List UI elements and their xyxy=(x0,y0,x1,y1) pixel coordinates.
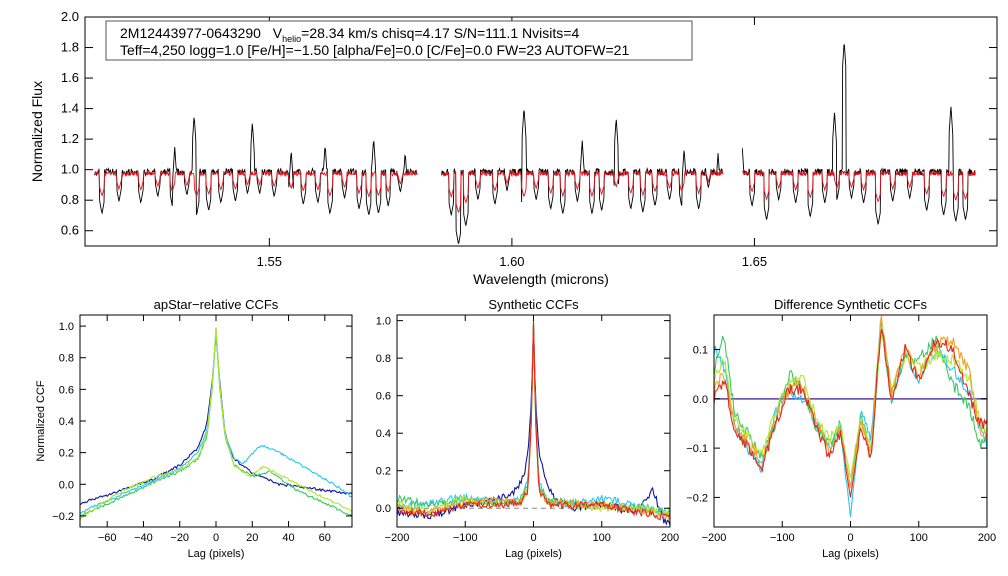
annotation-line1-rest: =28.34 km/s chisq=4.17 S/N=111.1 Nvisits… xyxy=(301,25,579,41)
apstar-ccf-series-visit-1 xyxy=(80,333,352,505)
difference-ccf-xtick-label: 100 xyxy=(910,532,928,544)
synthetic-ccf-xtick-label: −100 xyxy=(453,532,478,544)
apstar-ccf-xtick-label: −60 xyxy=(98,532,117,544)
difference-ccf-ytick-label: −0.1 xyxy=(686,443,708,455)
difference-ccf-xtick-label: −200 xyxy=(702,532,727,544)
annotation-vhelio-sub: helio xyxy=(282,34,301,44)
apstar-ccf-ytick-label: −0.2 xyxy=(52,511,74,523)
spectrum-xtick-label: 1.55 xyxy=(257,254,282,269)
synthetic-ccf-ytick-label: 0.8 xyxy=(376,353,391,365)
apstar-ccf-ytick-label: 0.0 xyxy=(59,479,74,491)
apstar-ccf-xtick-label: 60 xyxy=(319,532,331,544)
spectrum-ytick-label: 1.8 xyxy=(61,40,79,55)
synthetic-ccf-xlabel: Lag (pixels) xyxy=(505,548,562,560)
synthetic-ccf-ytick-label: 0.2 xyxy=(376,466,391,478)
synthetic-ccf-series-visit-3 xyxy=(397,324,670,516)
synthetic-ccf-xtick-label: 200 xyxy=(661,532,679,544)
difference-ccf-series-visit-3 xyxy=(714,328,987,488)
difference-ccf-series-visit-6 xyxy=(714,329,987,498)
apstar-ccf-series-visit-2 xyxy=(80,330,352,515)
synthetic-ccf-ytick-label: 1.0 xyxy=(376,316,391,328)
synthetic-ccf-ytick-label: 0.6 xyxy=(376,391,391,403)
synthetic-ccf-xtick-label: −200 xyxy=(385,532,410,544)
apstar-ccf-xlabel: Lag (pixels) xyxy=(188,548,245,560)
synthetic-ccf-series-visit-5 xyxy=(397,322,670,521)
synthetic-ccf-xtick-label: 100 xyxy=(593,532,611,544)
difference-ccf-series-visit-4 xyxy=(714,326,987,478)
annotation-box xyxy=(105,20,693,61)
spectrum-annotation: 2M12443977-0643290 Vhelio=28.34 km/s chi… xyxy=(105,20,693,61)
annotation-line-1: 2M12443977-0643290 Vhelio=28.34 km/s chi… xyxy=(120,25,579,44)
difference-ccf-series-visit-5 xyxy=(714,315,987,488)
spectrum-xlabel: Wavelength (microns) xyxy=(473,271,609,287)
annotation-vhelio-prefix: V xyxy=(273,25,283,41)
apstar-ccf-xtick-label: −20 xyxy=(170,532,189,544)
difference-ccf-ytick-label: 0.0 xyxy=(693,394,708,406)
annotation-line-2: Teff=4,250 logg=1.0 [Fe/H]=−1.50 [alpha/… xyxy=(120,42,629,58)
spectrum-ylabel: Normalized Flux xyxy=(29,81,45,182)
spectrum-ytick-label: 1.6 xyxy=(61,70,79,85)
spectrum-ytick-label: 1.2 xyxy=(61,131,79,146)
apstar-ccf-ytick-label: 0.2 xyxy=(59,448,74,460)
spectrum-ytick-label: 1.0 xyxy=(61,162,79,177)
apstar-ccf-xtick-label: 0 xyxy=(213,532,219,544)
synthetic-ccf-ytick-label: 0.4 xyxy=(376,428,391,440)
synthetic-ccf-xtick-label: 0 xyxy=(530,532,536,544)
synthetic-ccf-ytick-label: 0.0 xyxy=(376,503,391,515)
difference-ccf-series-visit-2 xyxy=(714,321,987,518)
spectrum-ytick-label: 0.8 xyxy=(61,192,79,207)
observed-spectrum-chip-1 xyxy=(94,117,418,215)
observed-spectrum-chip-3 xyxy=(741,44,976,226)
difference-ccf-title: Difference Synthetic CCFs xyxy=(774,297,927,312)
apstar-ccf-ytick-label: 1.0 xyxy=(59,321,74,333)
synthetic-ccf-series-visit-2 xyxy=(397,328,670,519)
apstar-ccf-ytick-label: 0.8 xyxy=(59,353,74,365)
difference-ccf-ytick-label: −0.2 xyxy=(686,492,708,504)
spectrum-xtick-label: 1.65 xyxy=(742,254,767,269)
apstar-ccf-xtick-label: −40 xyxy=(134,532,153,544)
model-spectrum-chip-2 xyxy=(441,169,724,213)
apstar-ccf-xtick-label: 40 xyxy=(282,532,294,544)
apstar-ccf-series-visit-4 xyxy=(80,327,352,521)
spectrum-ytick-label: 1.4 xyxy=(61,101,79,116)
apstar-ccf-xtick-label: 20 xyxy=(246,532,258,544)
model-spectrum-chip-1 xyxy=(94,169,418,198)
apstar-ccf-plot-area xyxy=(80,327,352,521)
apstar-ccf-panel: −60 −40 −20 0 20 40 60 −0.2 0.0 0.2 0.4 0.6 0.8 1.0 ap… xyxy=(35,297,353,560)
apstar-ccf-ytick-label: 0.6 xyxy=(59,384,74,396)
synthetic-ccf-panel: −200 −100 0 100 200 0.0 0.2 0.4 0.6 0.8 1.0 Synthet… xyxy=(376,297,679,560)
synthetic-ccf-plot-area xyxy=(397,320,670,526)
spectrum-frame xyxy=(84,16,998,247)
spectrum-ytick-label: 0.6 xyxy=(61,223,79,238)
spectrum-plot-area xyxy=(94,44,976,245)
difference-ccf-xtick-label: 200 xyxy=(978,532,996,544)
model-spectrum-chip-3 xyxy=(741,169,976,203)
spectrum-ytick-label: 2.0 xyxy=(61,9,79,24)
difference-ccf-panel: −200 −100 0 100 200 −0.2 −0.1 0.0 0.1 Difference … xyxy=(686,297,996,560)
spectrum-panel: 1.55 1.60 1.65 0.6 0.8 1.0 1.2 1.4 1.6 1.8 2.0 Wave… xyxy=(29,9,998,287)
difference-ccf-xtick-label: −100 xyxy=(770,532,795,544)
synthetic-ccf-title: Synthetic CCFs xyxy=(488,297,579,312)
synthetic-ccf-series-visit-1 xyxy=(397,324,670,526)
difference-ccf-ytick-label: 0.1 xyxy=(693,345,708,357)
difference-ccf-xlabel: Lag (pixels) xyxy=(822,548,879,560)
difference-ccf-plot-area xyxy=(714,315,987,518)
synthetic-ccf-series-visit-4 xyxy=(397,322,670,519)
observed-spectrum-chip-2 xyxy=(441,110,724,245)
apstar-ccf-ylabel: Normalized CCF xyxy=(35,380,47,462)
difference-ccf-xtick-label: 0 xyxy=(847,532,853,544)
apstar-ccf-ytick-label: 0.4 xyxy=(59,416,74,428)
apstar-ccf-title: apStar−relative CCFs xyxy=(154,297,279,312)
annotation-star-id: 2M12443977-0643290 xyxy=(120,25,261,41)
spectrum-xtick-label: 1.60 xyxy=(499,254,524,269)
